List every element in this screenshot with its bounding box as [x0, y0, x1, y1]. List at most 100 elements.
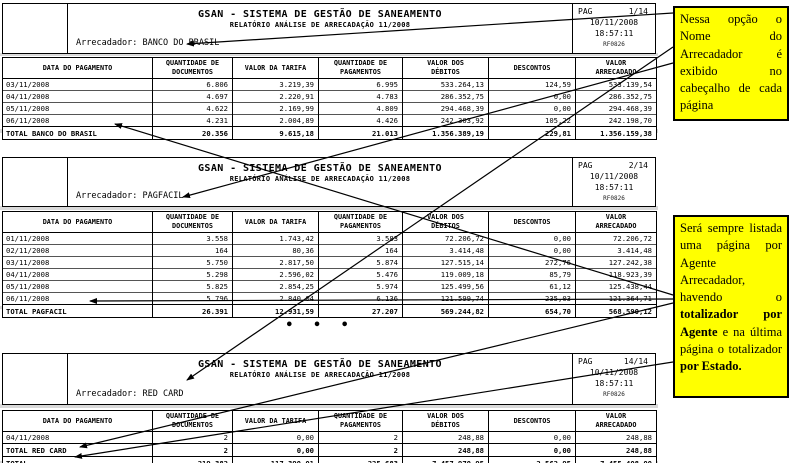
report-subtitle: RELATÓRIO ANÁLISE DE ARRECADAÇÃO 11/2008	[229, 371, 411, 379]
agent-total-row: TOTAL PAGFACIL 26.391 12.931,59 27.207 569.2…	[2, 304, 657, 318]
report-time: 18:57:11	[594, 183, 634, 192]
column-header: DESCONTOS	[488, 57, 576, 79]
value-cell: 0,00	[488, 443, 576, 457]
value-cell: 7.455.408,00	[575, 456, 657, 463]
arrecadador-name: BANCO DO BRASIL	[142, 38, 220, 48]
row-label-cell: TOTAL RED CARD	[2, 443, 153, 457]
row-label-cell: 05/11/2008	[2, 280, 153, 293]
value-cell: 1.356.389,19	[402, 126, 489, 140]
value-cell: 248,88	[402, 443, 489, 457]
page-number-row: PAG 1/14	[578, 7, 648, 16]
row-label-cell: 06/11/2008	[2, 292, 153, 305]
column-header: QUANTIDADE DE DOCUMENTOS	[152, 211, 233, 233]
value-cell: 229,81	[488, 126, 576, 140]
row-label-cell: 03/11/2008	[2, 78, 153, 91]
value-cell: 248,88	[575, 431, 657, 444]
value-cell: 2.169,99	[232, 102, 319, 115]
report-subtitle: RELATÓRIO ANÁLISE DE ARRECADAÇÃO 11/2008	[229, 21, 411, 29]
column-header: DESCONTOS	[488, 410, 576, 432]
table-row: 06/11/2008 4.231 2.004,89 4.426 242.303,92 10…	[2, 114, 657, 127]
row-label-cell: TOTAL	[2, 456, 153, 463]
value-cell: 225.683	[318, 456, 403, 463]
arrecadador-label: Arrecadador:	[76, 191, 138, 201]
column-header: VALOR ARRECADADO	[575, 410, 657, 432]
value-cell: 4.622	[152, 102, 233, 115]
value-cell: 242.198,70	[575, 114, 657, 127]
value-cell: 9.615,18	[232, 126, 319, 140]
value-cell: 7.457.970,95	[402, 456, 489, 463]
value-cell: 164	[318, 244, 403, 257]
value-cell: 294.468,39	[402, 102, 489, 115]
annotation-callout-arrecadador: Nessa opção o Nome do Arrecadador é exib…	[673, 6, 789, 121]
table-row: 04/11/2008 4.697 2.220,91 4.783 286.352,75 0,…	[2, 90, 657, 103]
callout-bold-text: por Estado.	[680, 359, 742, 373]
header-empty-cell	[3, 4, 68, 53]
value-cell: 4.783	[318, 90, 403, 103]
value-cell: 2.220,91	[232, 90, 319, 103]
header-title-cell: GSAN - SISTEMA DE GESTÃO DE SANEAMENTO R…	[68, 158, 572, 206]
header-empty-cell	[3, 158, 68, 206]
table-header-row: DATA DO PAGAMENTO QUANTIDADE DE DOCUMENTO…	[2, 211, 657, 233]
table-row: 05/11/2008 5.825 2.854,25 5.974 125.499,56 61…	[2, 280, 657, 293]
value-cell: 0,00	[488, 90, 576, 103]
value-cell: 118.923,39	[575, 268, 657, 281]
column-header: QUANTIDADE DE PAGAMENTOS	[318, 410, 403, 432]
value-cell: 5.476	[318, 268, 403, 281]
value-cell: 6.806	[152, 78, 233, 91]
value-cell: 127.515,14	[402, 256, 489, 269]
value-cell: 3.414,48	[575, 244, 657, 257]
value-cell: 80,36	[232, 244, 319, 257]
value-cell: 125.438,44	[575, 280, 657, 293]
value-cell: 1.356.159,38	[575, 126, 657, 140]
column-header: QUANTIDADE DE PAGAMENTOS	[318, 211, 403, 233]
value-cell: 125.499,56	[402, 280, 489, 293]
report-header-page2: GSAN - SISTEMA DE GESTÃO DE SANEAMENTO R…	[2, 157, 656, 207]
row-label-cell: TOTAL BANCO DO BRASIL	[2, 126, 153, 140]
report-title: GSAN - SISTEMA DE GESTÃO DE SANEAMENTO	[198, 9, 442, 20]
page-info-cell: PAG 14/14 10/11/2008 18:57:11 RF0826	[572, 354, 655, 404]
value-cell: 72.206,72	[402, 232, 489, 245]
row-label-cell: 04/11/2008	[2, 268, 153, 281]
report-title: GSAN - SISTEMA DE GESTÃO DE SANEAMENTO	[198, 163, 442, 174]
value-cell: 3.583	[318, 232, 403, 245]
row-label-cell: TOTAL PAGFACIL	[2, 304, 153, 318]
page-number: 1/14	[628, 7, 648, 16]
page-info-cell: PAG 2/14 10/11/2008 18:57:11 RF0826	[572, 158, 655, 206]
value-cell: 127.242,38	[575, 256, 657, 269]
value-cell: 20.356	[152, 126, 233, 140]
page-number: 2/14	[628, 161, 648, 170]
value-cell: 568.590,12	[575, 304, 657, 318]
value-cell: 1.743,42	[232, 232, 319, 245]
report-date: 10/11/2008	[589, 18, 639, 27]
column-header: VALOR DOS DÉBITOS	[402, 410, 489, 432]
column-header: QUANTIDADE DE PAGAMENTOS	[318, 57, 403, 79]
value-cell: 121.599,74	[402, 292, 489, 305]
state-total-row: TOTAL 219.382 117.390,01 225.683 7.457.970,9…	[2, 456, 657, 463]
value-cell: 0,00	[488, 102, 576, 115]
report-header-page1: GSAN - SISTEMA DE GESTÃO DE SANEAMENTO R…	[2, 3, 656, 54]
table-row: 03/11/2008 5.750 2.817,50 5.874 127.515,14 27…	[2, 256, 657, 269]
value-cell: 164	[152, 244, 233, 257]
value-cell: 5.796	[152, 292, 233, 305]
report-time: 18:57:11	[594, 379, 634, 388]
report-code: RF0826	[603, 41, 625, 48]
pages-ellipsis: • • •	[285, 318, 355, 333]
value-cell: 4.231	[152, 114, 233, 127]
table-header-row: DATA DO PAGAMENTO QUANTIDADE DE DOCUMENTO…	[2, 57, 657, 79]
value-cell: 286.352,75	[402, 90, 489, 103]
callout-bold-text: totalizador por Agente	[680, 307, 782, 339]
table-row: 04/11/2008 2 0,00 2 248,88 0,00 248,88	[2, 431, 657, 444]
column-header: VALOR ARRECADADO	[575, 211, 657, 233]
value-cell: 26.391	[152, 304, 233, 318]
payments-table-page14: DATA DO PAGAMENTO QUANTIDADE DE DOCUMENTO…	[2, 410, 657, 463]
value-cell: 5.825	[152, 280, 233, 293]
column-header: VALOR DA TARIFA	[232, 57, 319, 79]
value-cell: 124,59	[488, 78, 576, 91]
row-label-cell: 01/11/2008	[2, 232, 153, 245]
value-cell: 3.558	[152, 232, 233, 245]
table-row: 06/11/2008 5.796 2.840,04 6.136 121.599,74 23…	[2, 292, 657, 305]
arrecadador-line: Arrecadador: BANCO DO BRASIL	[76, 38, 219, 48]
value-cell: 3.219,39	[232, 78, 319, 91]
value-cell: 119.009,18	[402, 268, 489, 281]
agent-total-row: TOTAL BANCO DO BRASIL 20.356 9.615,18 21.01…	[2, 126, 657, 140]
